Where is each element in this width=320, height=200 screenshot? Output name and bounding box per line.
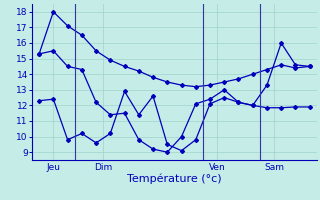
X-axis label: Température (°c): Température (°c) [127,173,222,184]
